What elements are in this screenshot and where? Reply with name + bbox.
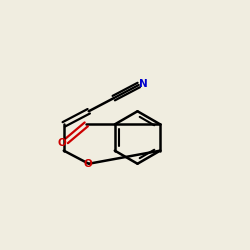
Text: O: O (57, 138, 66, 147)
Text: N: N (139, 79, 147, 89)
Text: O: O (83, 159, 92, 169)
